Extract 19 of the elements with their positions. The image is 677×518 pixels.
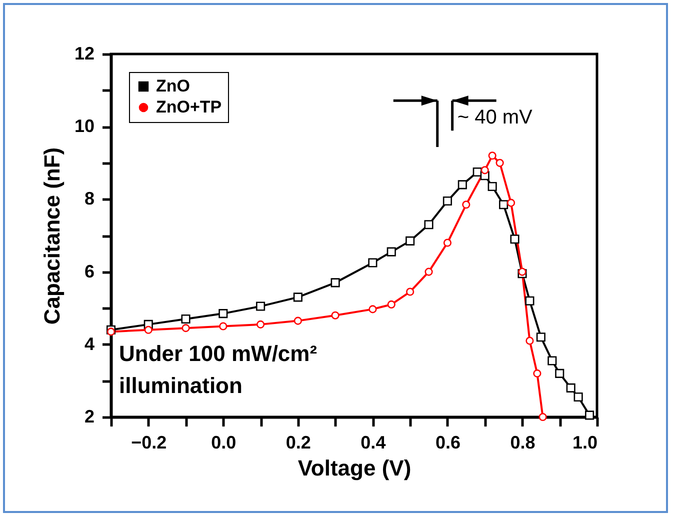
y-tick-label: 10 bbox=[74, 116, 94, 136]
x-tick-label: 0.0 bbox=[211, 432, 236, 452]
annotation: Under 100 mW/cm² illumination bbox=[119, 341, 318, 398]
y-tick-label: 12 bbox=[74, 44, 94, 64]
legend-label: ZnO bbox=[156, 76, 190, 96]
legend-label: ZnO+TP bbox=[156, 98, 222, 116]
y-tick-label: 6 bbox=[84, 261, 94, 282]
x-tick-label: 0.2 bbox=[286, 432, 311, 452]
x-tick-label: 0.4 bbox=[360, 432, 386, 452]
x-tick-label: 1.0 bbox=[572, 432, 598, 452]
y-tick-label: 4 bbox=[84, 334, 94, 354]
x-tick-label: 0.6 bbox=[435, 432, 460, 452]
x-axis-title: Voltage (V) bbox=[298, 456, 412, 480]
y-tick-label: 2 bbox=[84, 406, 94, 426]
x-tick-label: −0.2 bbox=[131, 432, 167, 452]
annotation: ~ 40 mV bbox=[457, 106, 534, 129]
y-tick-label: 8 bbox=[84, 188, 94, 209]
y-axis-title: Capacitance (nF) bbox=[39, 147, 64, 325]
x-tick-label: 0.8 bbox=[510, 432, 536, 452]
